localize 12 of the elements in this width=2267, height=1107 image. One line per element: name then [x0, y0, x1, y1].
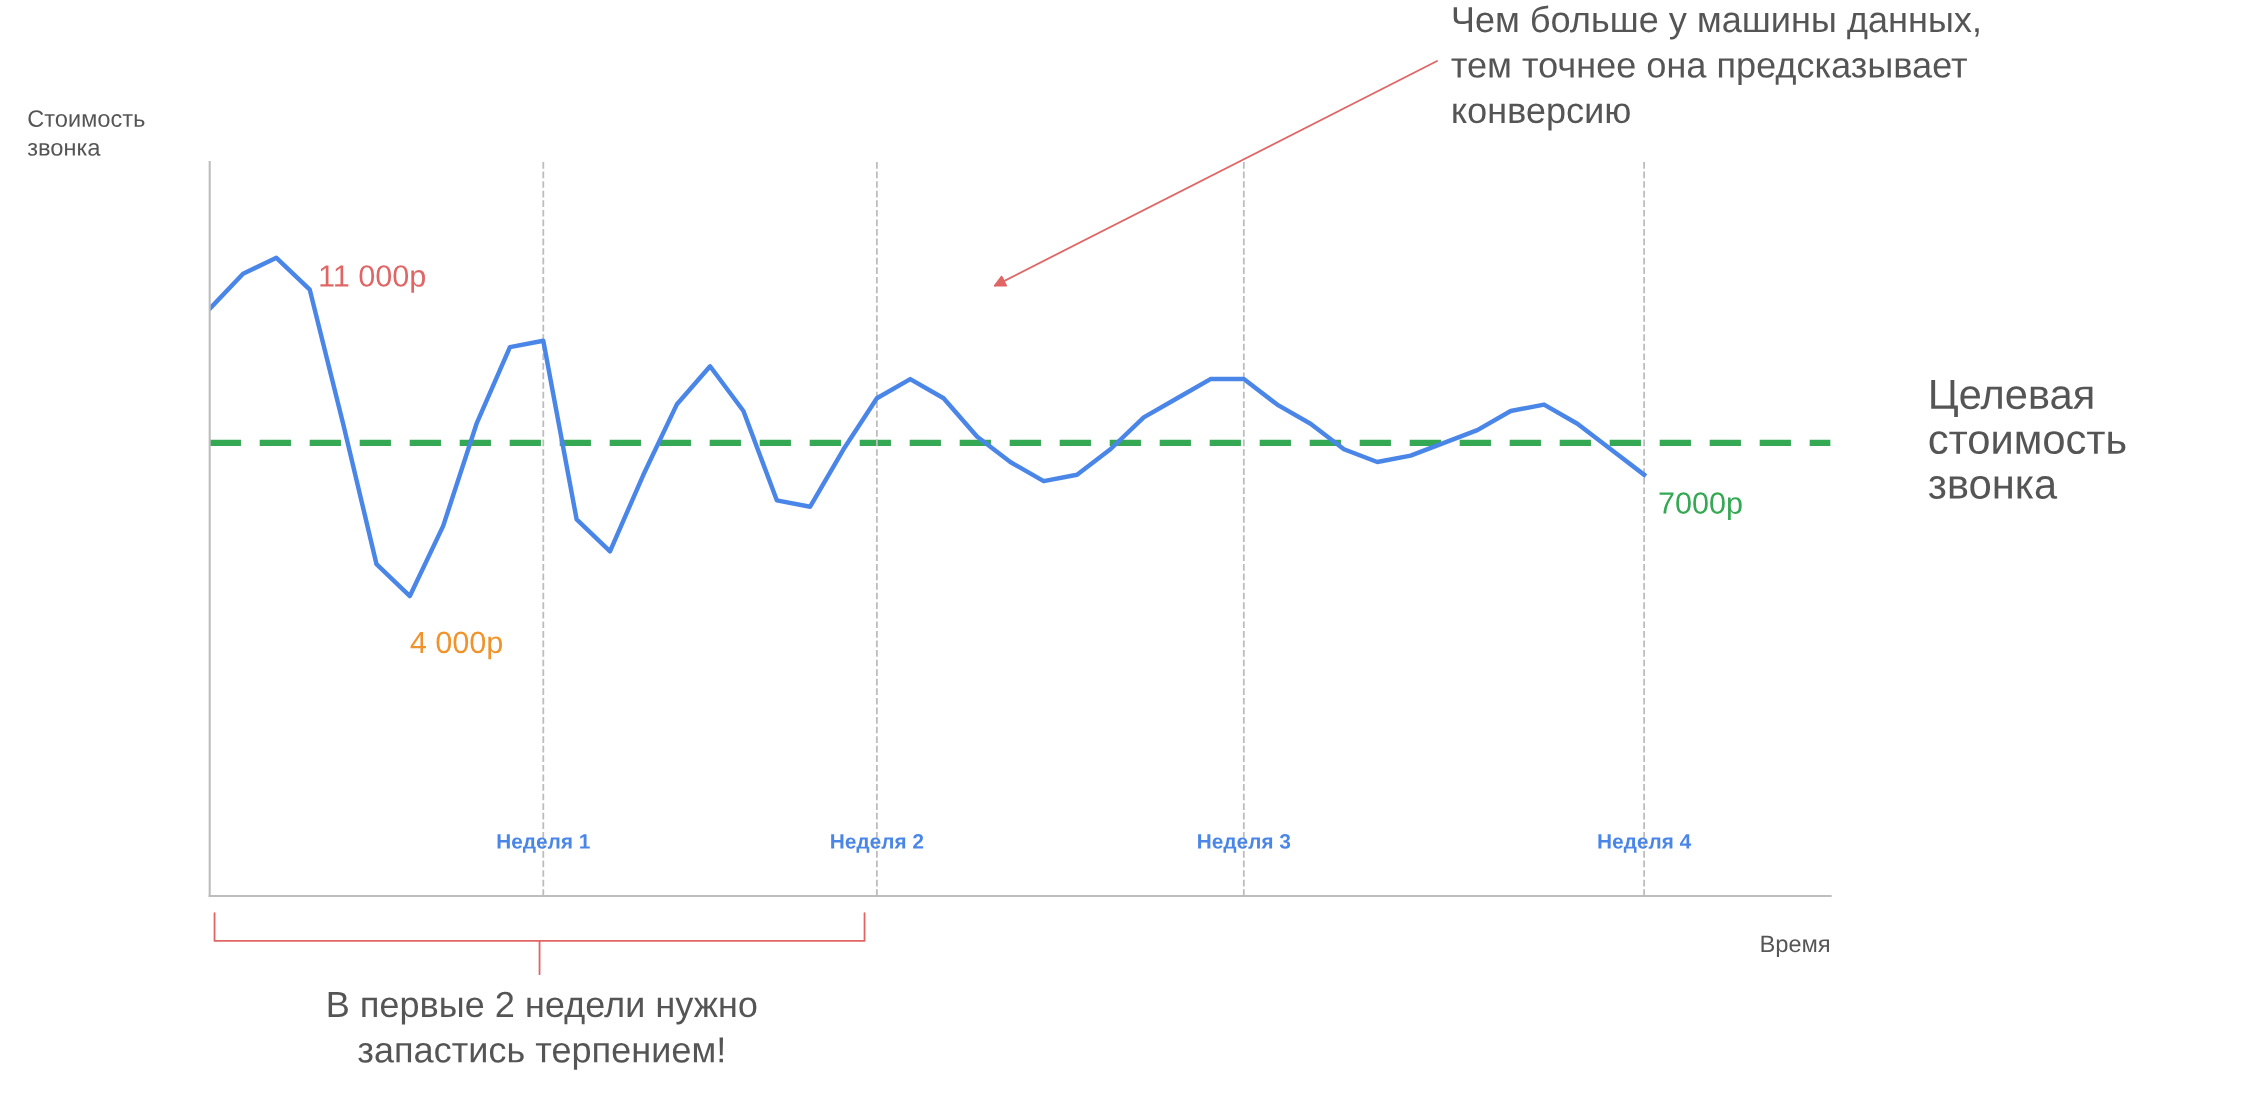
x-tick-label: Неделя 1 — [497, 834, 590, 853]
annotation: 7000р — [1659, 492, 1742, 520]
y-axis-title: Стоимость звонка — [27, 110, 145, 156]
annotation: 4 000р — [410, 631, 503, 660]
x-tick-label: Неделя 2 — [831, 834, 924, 853]
x-axis-title: Время — [1761, 935, 1829, 957]
x-tick-label: Неделя 4 — [1598, 834, 1692, 853]
ref-line-label: Целевая стоимость звонка — [1928, 380, 2126, 499]
text: Чем больше у машины данных, тем точнее она предсказывает конверсию — [1451, 5, 1979, 131]
x-tick-label: Неделя 3 — [1198, 834, 1291, 853]
annotation: 11 000р — [320, 265, 425, 293]
text: В первые 2 недели нужно запастись терпением! — [328, 991, 757, 1070]
